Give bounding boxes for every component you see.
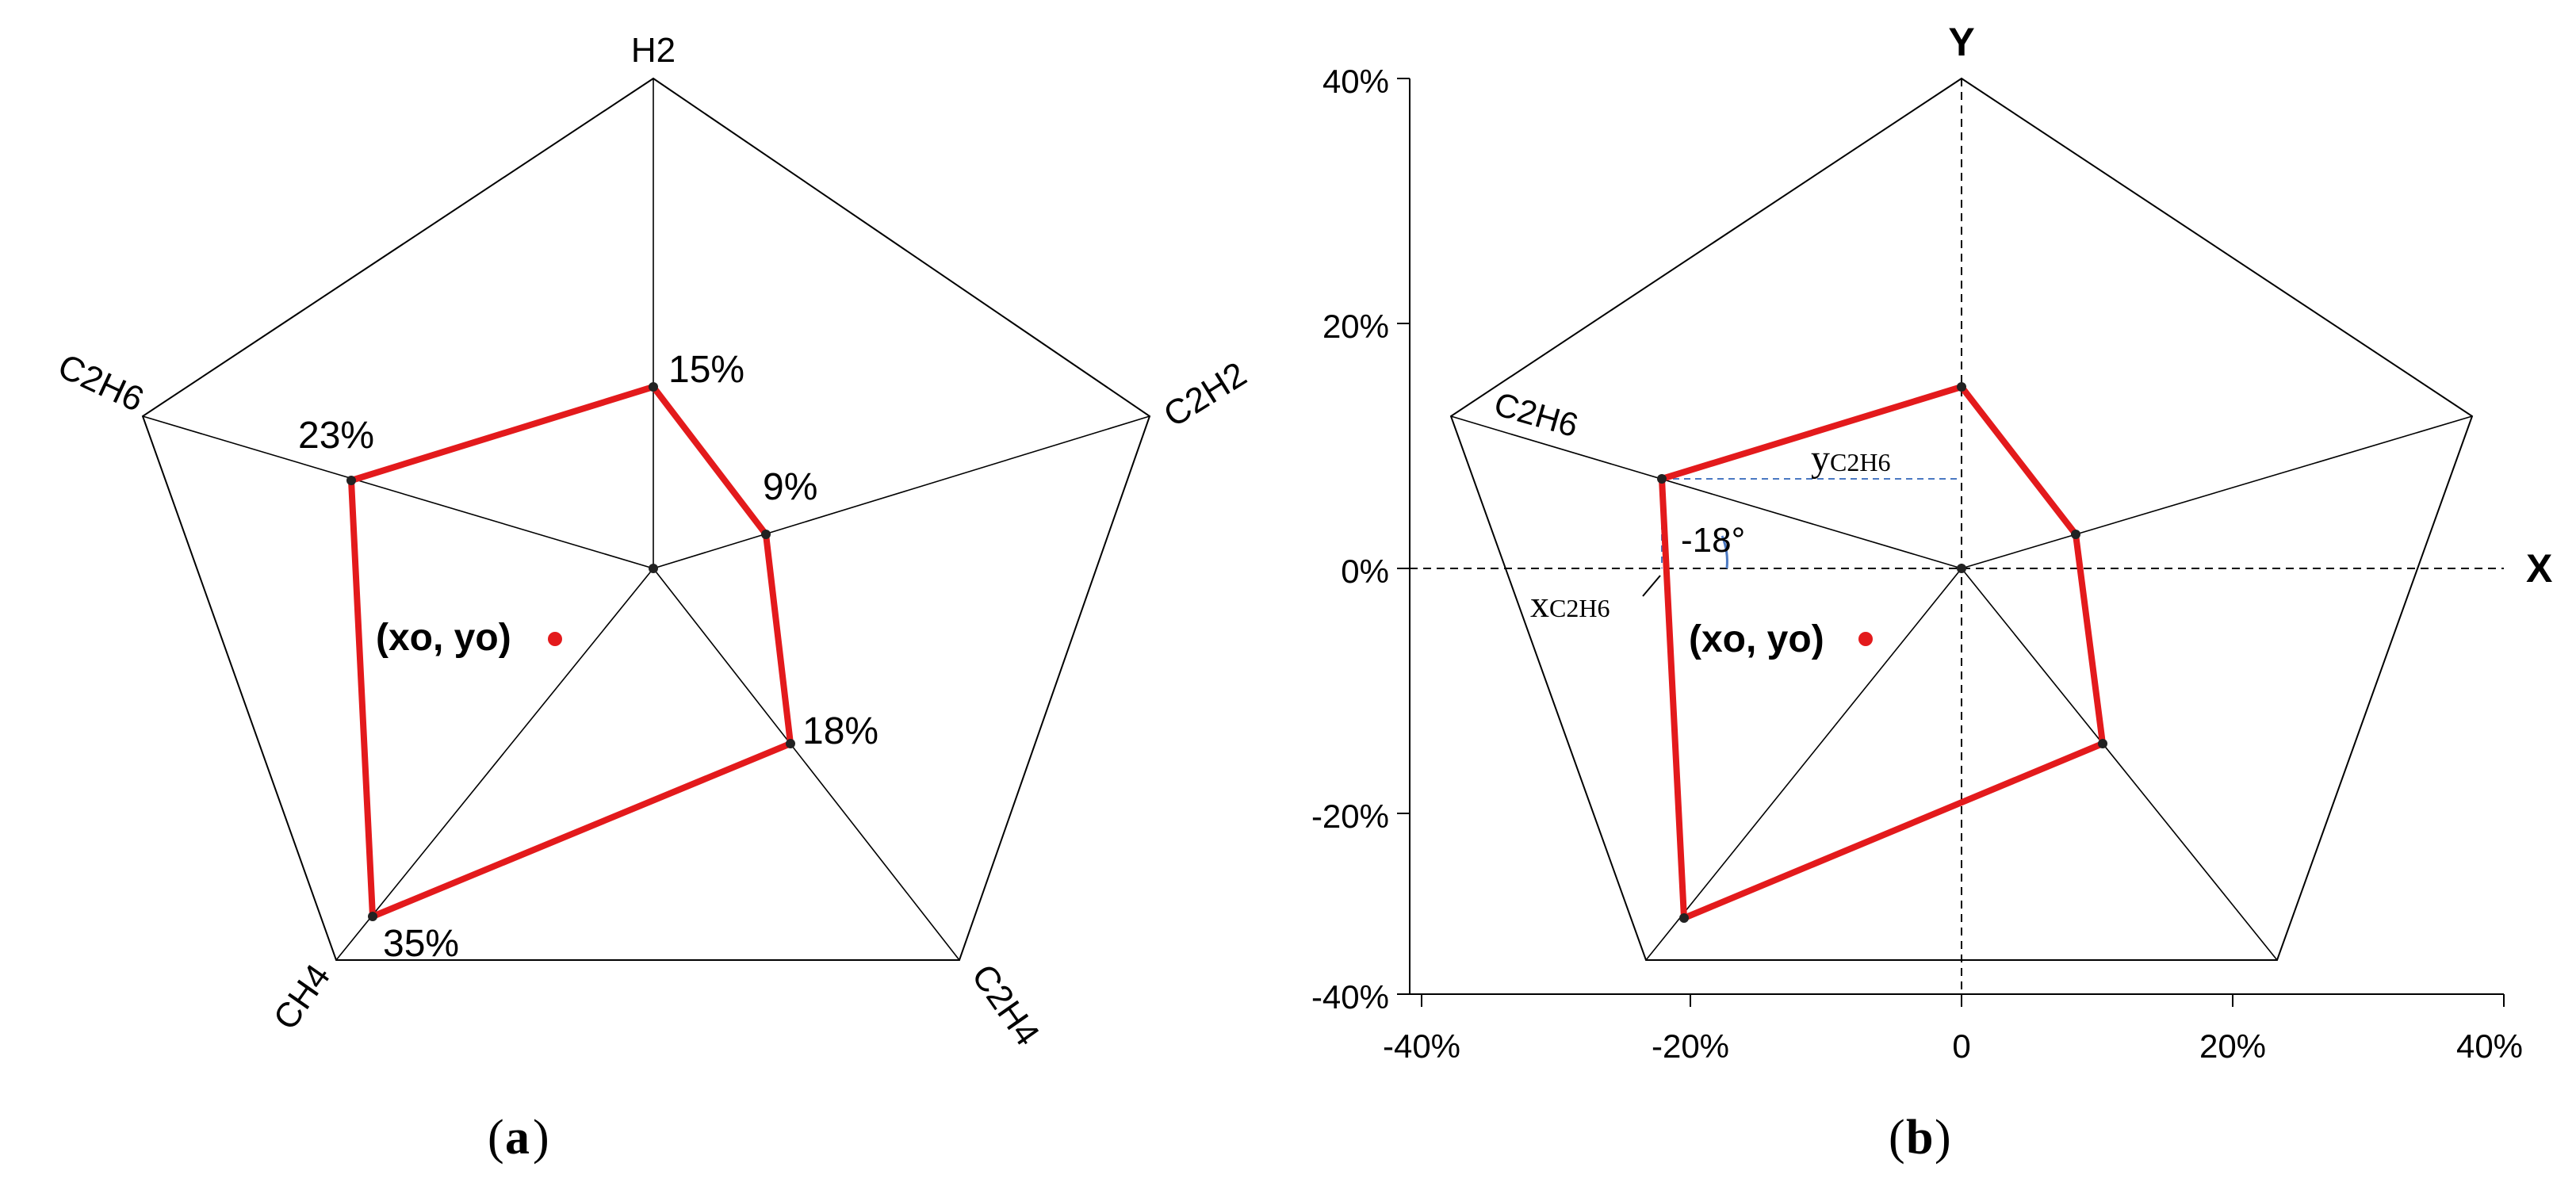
caption-b: b <box>1906 1111 1933 1165</box>
spoke-c2h4 <box>653 568 960 961</box>
x-tick-label-20: 20% <box>2199 1027 2266 1065</box>
center-point <box>649 564 658 573</box>
x-ticks <box>1421 994 2505 1007</box>
axis-label-c2h6: C2H6 <box>52 346 150 419</box>
x-tick-label-neg40: -40% <box>1383 1027 1460 1065</box>
panel-b-gas-polygon <box>1659 384 2106 921</box>
caption-a: a <box>505 1111 530 1165</box>
value-label-h2: 15% <box>668 349 744 391</box>
value-label-ch4: 35% <box>383 923 459 965</box>
y-tick-label-40: 40% <box>1322 63 1389 100</box>
panel-b-spokes <box>1450 415 2473 961</box>
axis-label-c2h2: C2H2 <box>1157 354 1253 434</box>
x-tick-label-neg20: -20% <box>1652 1027 1729 1065</box>
x-tick-label-40: 40% <box>2456 1027 2523 1065</box>
centroid-point-b <box>1858 632 1873 646</box>
y-tick-label-neg20: -20% <box>1311 798 1389 835</box>
axis-label-c2h4: C2H4 <box>964 958 1047 1053</box>
y-axis-label: Y <box>1948 20 1974 64</box>
caption-paren-open-a: ( <box>488 1111 504 1165</box>
panel-a: H2 C2H2 C2H4 CH4 C2H6 15% 9% 18% 35% 23%… <box>52 31 1254 1165</box>
centroid-point-a <box>548 632 562 646</box>
axis-label-h2: H2 <box>631 31 676 70</box>
angle-label: -18° <box>1681 521 1745 560</box>
caption-paren-close-b: ) <box>1935 1111 1951 1165</box>
panel-b: 40% 20% 0% -20% -40% -40% -20% 0 20% 40%… <box>1311 20 2552 1165</box>
axis-label-c2h6-b: C2H6 <box>1491 384 1583 444</box>
spoke-c2h6 <box>142 415 654 569</box>
vertex-c2h4 <box>786 739 795 748</box>
axis-label-ch4: CH4 <box>266 958 339 1037</box>
y-ticks <box>1397 78 1410 995</box>
y-projection-label: yC2H6 <box>1811 438 1890 480</box>
caption-paren-close-a: ) <box>533 1111 549 1165</box>
x-projection-label: xC2H6 <box>1530 583 1610 626</box>
panel-b-vertices <box>1657 382 2107 923</box>
y-tick-label-20: 20% <box>1322 308 1389 345</box>
caption-paren-open-b: ( <box>1889 1111 1905 1165</box>
panel-b-outer-pentagon <box>1449 77 2474 961</box>
vertex-c2h2 <box>761 530 771 539</box>
panel-a-vertices <box>346 382 795 921</box>
x-axis-label: X <box>2526 546 2552 591</box>
x-tick-label-0: 0 <box>1952 1027 1970 1065</box>
centroid-label-b: (xo, yo) <box>1689 618 1824 660</box>
y-tick-label-neg40: -40% <box>1311 978 1389 1016</box>
x-projection-pointer <box>1642 575 1661 597</box>
panel-a-gas-polygon <box>348 384 794 920</box>
value-label-c2h6: 23% <box>298 415 374 457</box>
value-label-c2h4: 18% <box>802 710 878 752</box>
vertex-h2 <box>649 382 658 392</box>
vertex-ch4 <box>368 912 377 921</box>
value-label-c2h2: 9% <box>763 466 817 508</box>
panel-a-outer-pentagon <box>141 77 1151 961</box>
angle-arc <box>1721 535 1728 569</box>
centroid-label-a: (xo, yo) <box>376 617 511 659</box>
spoke-c2h2 <box>653 415 1150 569</box>
vertex-c2h6 <box>346 476 356 485</box>
spoke-ch4 <box>335 568 654 961</box>
y-tick-label-0: 0% <box>1341 553 1389 590</box>
panel-a-spokes <box>142 78 1150 961</box>
